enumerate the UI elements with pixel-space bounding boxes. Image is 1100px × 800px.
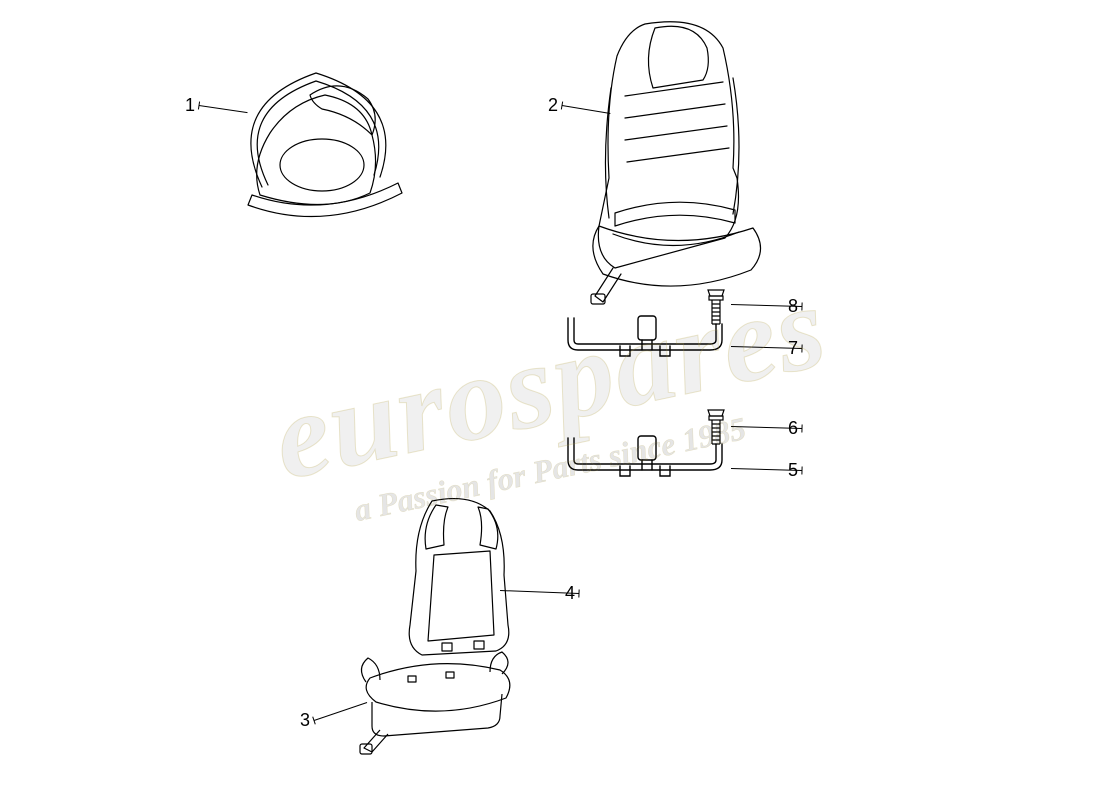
booster-backrest: [392, 495, 532, 660]
callout-label-8: 8: [788, 296, 798, 317]
bolt-upper: [705, 284, 727, 328]
leader-tick-4: [578, 589, 579, 597]
callout-label-6: 6: [788, 418, 798, 439]
leader-tick-6: [801, 424, 802, 432]
diagram-canvas: 1 2 3 4 5 6 7 8 eurospares a Passion for Parts …: [0, 0, 1100, 800]
watermark: eurospares a Passion for Parts since 198…: [0, 0, 1100, 800]
callout-label-1: 1: [185, 95, 195, 116]
callout-label-2: 2: [548, 95, 558, 116]
bolt-lower: [705, 404, 727, 448]
leader-tick-5: [801, 466, 802, 474]
callout-label-7: 7: [788, 338, 798, 359]
callout-label-4: 4: [565, 583, 575, 604]
callout-label-3: 3: [300, 710, 310, 731]
infant-carrier-seat: [230, 55, 420, 230]
leader-tick-7: [801, 344, 802, 352]
child-bucket-seat: [555, 18, 815, 318]
booster-base: [350, 640, 520, 755]
callout-label-5: 5: [788, 460, 798, 481]
